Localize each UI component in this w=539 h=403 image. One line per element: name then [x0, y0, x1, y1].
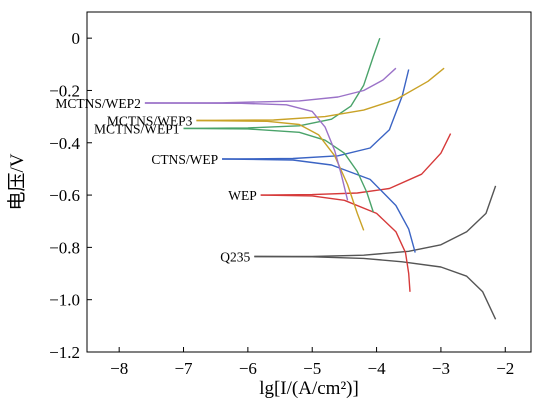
series-mctns-wep2-cathodic-line [144, 102, 349, 201]
series-mctns-wep1-cathodic-line [183, 127, 374, 213]
series-wep-cathodic-line [260, 194, 411, 292]
series-wep-anodic-line [260, 133, 452, 196]
y-tick-label: −1.2 [49, 343, 80, 362]
x-tick-label: −7 [174, 359, 193, 378]
y-axis-title: 电压/V [6, 153, 28, 210]
series-label-ctns-wep: CTNS/WEP [151, 152, 218, 167]
x-tick-label: −4 [368, 359, 387, 378]
x-tick-label: −2 [496, 359, 514, 378]
y-tick-label: −0.6 [49, 186, 80, 205]
series-ctns-wep-cathodic-line [222, 158, 416, 253]
series-mctns-wep3-anodic-line [196, 67, 445, 122]
series-q235-cathodic-line [254, 255, 497, 320]
series-q235-anodic-line [254, 185, 497, 258]
series-layer [144, 37, 497, 320]
series-label-mctns-wep2: MCTNS/WEP2 [55, 96, 141, 111]
y-tick-label: −0.8 [49, 238, 80, 257]
x-tick-label: −6 [239, 359, 257, 378]
y-tick-label: −0.2 [49, 81, 80, 100]
y-tick-label: 0 [72, 29, 81, 48]
series-mctns-wep2-anodic-line [144, 67, 397, 104]
series-mctns-wep3-cathodic-line [196, 119, 365, 231]
series-label-wep: WEP [228, 188, 257, 203]
plot-frame [86, 11, 532, 353]
y-tick-label: −0.4 [49, 134, 80, 153]
series-label-mctns-wep1: MCTNS/WEP1 [94, 121, 180, 136]
series-label-q235: Q235 [220, 250, 250, 265]
x-axis-ticks: −8 −7 −6 −5 −4 −3 −2 [110, 347, 514, 378]
y-axis-ticks: 0 −0.2 −0.4 −0.6 −0.8 −1.0 −1.2 [49, 29, 92, 362]
x-tick-label: −8 [110, 359, 128, 378]
series-label-mctns-wep3: MCTNS/WEP3 [107, 114, 193, 129]
x-axis-title: lg[I/(A/cm²)] [259, 378, 359, 399]
x-tick-label: −3 [432, 359, 450, 378]
y-tick-label: −1.0 [49, 291, 80, 310]
series-mctns-wep1-anodic-line [183, 37, 381, 130]
x-tick-label: −5 [303, 359, 321, 378]
